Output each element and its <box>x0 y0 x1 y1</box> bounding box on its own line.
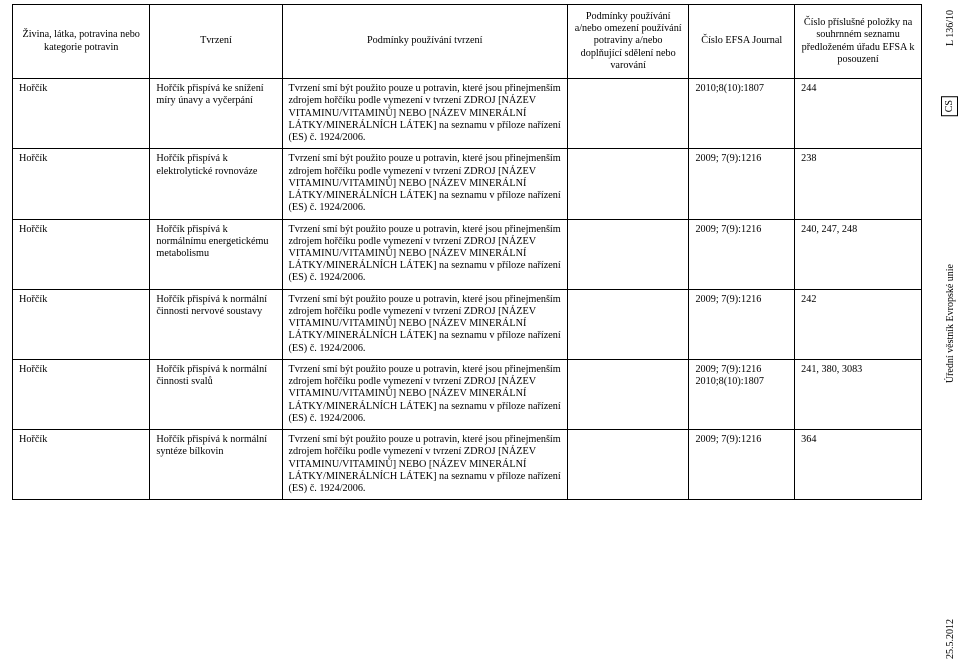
cell-restrictions <box>567 219 689 289</box>
header-consolidated-number: Číslo příslušné položky na souhrnném sez… <box>795 5 922 79</box>
cell-conditions: Tvrzení smí být použito pouze u potravin… <box>282 149 567 219</box>
cell-claim: Hořčík přispívá ke snížení míry únavy a … <box>150 79 282 149</box>
cell-journal: 2009; 7(9):1216 <box>689 430 795 500</box>
cell-journal: 2009; 7(9):1216 <box>689 149 795 219</box>
table-row: Hořčík Hořčík přispívá ke snížení míry ú… <box>13 79 922 149</box>
cell-claim: Hořčík přispívá k normální činnosti sval… <box>150 359 282 429</box>
cell-journal: 2010;8(10):1807 <box>689 79 795 149</box>
cell-consolidated: 240, 247, 248 <box>795 219 922 289</box>
table-body: Hořčík Hořčík přispívá ke snížení míry ú… <box>13 79 922 500</box>
claims-table: Živina, látka, potravina nebo kategorie … <box>12 4 922 500</box>
cell-nutrient: Hořčík <box>13 149 150 219</box>
page-container: L 136/10 CS Úřední věstník Evropské unie… <box>0 4 960 667</box>
cell-journal: 2009; 7(9):1216 <box>689 219 795 289</box>
table-header: Živina, látka, potravina nebo kategorie … <box>13 5 922 79</box>
margin-language-code: CS <box>941 96 958 116</box>
cell-nutrient: Hořčík <box>13 79 150 149</box>
table-row: Hořčík Hořčík přispívá k normální činnos… <box>13 359 922 429</box>
cell-nutrient: Hořčík <box>13 289 150 359</box>
header-restrictions: Podmínky používání a/nebo omezení použív… <box>567 5 689 79</box>
cell-consolidated: 241, 380, 3083 <box>795 359 922 429</box>
margin-page-marker: L 136/10 <box>945 10 956 46</box>
header-nutrient: Živina, látka, potravina nebo kategorie … <box>13 5 150 79</box>
cell-restrictions <box>567 79 689 149</box>
cell-conditions: Tvrzení smí být použito pouze u potravin… <box>282 430 567 500</box>
cell-claim: Hořčík přispívá k normální syntéze bílko… <box>150 430 282 500</box>
cell-conditions: Tvrzení smí být použito pouze u potravin… <box>282 219 567 289</box>
table-row: Hořčík Hořčík přispívá k normální činnos… <box>13 289 922 359</box>
cell-restrictions <box>567 430 689 500</box>
cell-consolidated: 238 <box>795 149 922 219</box>
cell-nutrient: Hořčík <box>13 430 150 500</box>
table-row: Hořčík Hořčík přispívá k elektrolytické … <box>13 149 922 219</box>
cell-claim: Hořčík přispívá k normálnímu energetické… <box>150 219 282 289</box>
cell-conditions: Tvrzení smí být použito pouze u potravin… <box>282 359 567 429</box>
cell-journal: 2009; 7(9):1216 <box>689 289 795 359</box>
cell-consolidated: 244 <box>795 79 922 149</box>
cell-conditions: Tvrzení smí být použito pouze u potravin… <box>282 289 567 359</box>
header-claim: Tvrzení <box>150 5 282 79</box>
cell-claim: Hořčík přispívá k normální činnosti nerv… <box>150 289 282 359</box>
cell-restrictions <box>567 149 689 219</box>
margin-journal-title: Úřední věstník Evropské unie <box>945 264 956 383</box>
header-efsa-journal: Číslo EFSA Journal <box>689 5 795 79</box>
cell-conditions: Tvrzení smí být použito pouze u potravin… <box>282 79 567 149</box>
table-row: Hořčík Hořčík přispívá k normálnímu ener… <box>13 219 922 289</box>
cell-claim: Hořčík přispívá k elektrolytické rovnová… <box>150 149 282 219</box>
table-row: Hořčík Hořčík přispívá k normální syntéz… <box>13 430 922 500</box>
header-conditions: Podmínky používání tvrzení <box>282 5 567 79</box>
cell-nutrient: Hořčík <box>13 219 150 289</box>
cell-consolidated: 364 <box>795 430 922 500</box>
margin-date: 25.5.2012 <box>945 619 956 659</box>
cell-consolidated: 242 <box>795 289 922 359</box>
cell-restrictions <box>567 289 689 359</box>
cell-journal: 2009; 7(9):1216 2010;8(10):1807 <box>689 359 795 429</box>
cell-nutrient: Hořčík <box>13 359 150 429</box>
cell-restrictions <box>567 359 689 429</box>
